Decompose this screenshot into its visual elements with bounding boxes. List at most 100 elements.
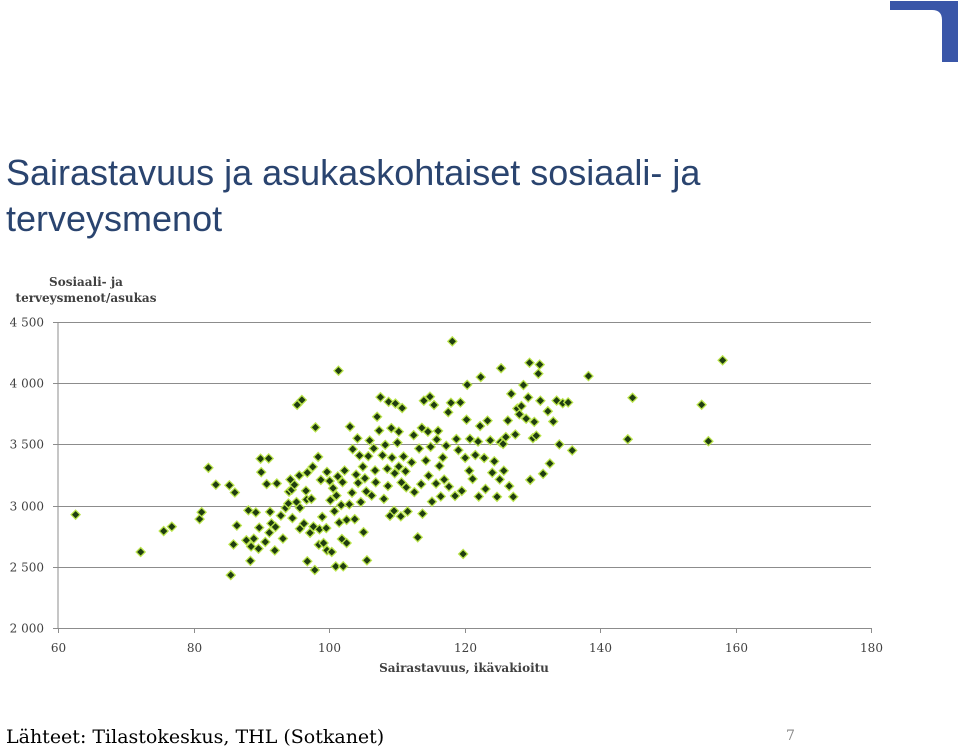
y-tick-label: 2 000 <box>10 622 44 636</box>
data-point <box>562 396 574 408</box>
data-point <box>449 490 461 502</box>
data-point <box>244 555 256 567</box>
data-point <box>327 482 339 494</box>
data-point <box>423 470 435 482</box>
data-point <box>513 408 525 420</box>
data-point <box>158 525 170 537</box>
data-point <box>375 391 386 403</box>
data-point <box>472 436 484 448</box>
data-point <box>396 402 408 414</box>
data-point <box>442 406 454 418</box>
data-point <box>507 491 519 503</box>
data-point <box>474 420 486 432</box>
data-point <box>408 429 420 441</box>
data-point <box>307 461 319 473</box>
data-point <box>362 450 374 462</box>
data-point <box>309 564 321 576</box>
data-point <box>518 379 529 391</box>
data-point <box>467 473 479 485</box>
data-point <box>310 421 321 433</box>
data-point <box>312 451 324 463</box>
data-point <box>502 415 514 426</box>
data-point <box>463 465 475 477</box>
y-axis-title-line-1: Sosiaali- ja <box>49 275 123 289</box>
y-tick-label: 3 500 <box>10 438 44 452</box>
data-point <box>196 506 208 518</box>
data-point <box>696 399 708 411</box>
data-point <box>434 460 445 472</box>
data-point <box>389 467 401 479</box>
data-point <box>354 450 365 461</box>
y-tick-labels: 2 000 2 500 3 000 3 500 4 000 4 500 <box>10 316 44 636</box>
data-point <box>450 433 462 445</box>
data-point <box>305 493 317 505</box>
data-point <box>341 537 353 549</box>
slide-title: Sairastavuus ja asukaskohtaiset sosiaali… <box>6 152 701 239</box>
data-point <box>210 479 222 491</box>
data-point <box>438 474 450 485</box>
data-point <box>166 521 178 533</box>
data-point <box>717 354 729 366</box>
data-point <box>494 473 506 485</box>
data-point <box>326 546 338 558</box>
data-point <box>422 426 434 438</box>
data-point <box>368 443 380 454</box>
x-tick-label: 100 <box>318 641 341 655</box>
data-point <box>402 506 414 517</box>
data-point <box>432 425 444 437</box>
data-point <box>389 398 401 409</box>
data-point <box>250 507 262 518</box>
data-point <box>426 496 438 508</box>
data-point <box>294 502 306 514</box>
data-point <box>332 471 344 482</box>
data-point <box>537 468 549 480</box>
data-point <box>301 555 313 567</box>
data-point <box>335 499 347 511</box>
data-point <box>475 371 487 383</box>
gridlines <box>53 322 872 633</box>
data-point <box>298 518 310 530</box>
data-point <box>329 505 340 517</box>
data-point <box>530 430 542 442</box>
data-point <box>318 537 329 549</box>
data-point <box>229 487 241 498</box>
data-point <box>253 543 264 555</box>
data-point <box>385 422 397 434</box>
data-point <box>333 517 345 529</box>
data-point <box>255 453 266 465</box>
data-point <box>289 479 300 491</box>
data-point <box>627 392 638 404</box>
data-point <box>478 452 490 464</box>
data-point <box>486 467 498 479</box>
chart-svg: Sosiaali- ja terveysmenot/asukas 2 0002 … <box>10 275 883 675</box>
data-point <box>253 522 265 534</box>
data-point <box>498 465 510 477</box>
data-point <box>347 443 359 455</box>
data-point <box>544 458 556 469</box>
data-point <box>415 478 427 490</box>
data-point <box>505 388 517 400</box>
data-point <box>300 485 312 497</box>
data-point <box>702 435 714 447</box>
data-point <box>346 487 358 499</box>
data-point <box>324 475 336 487</box>
data-point <box>264 506 276 518</box>
data-point <box>377 449 388 461</box>
data-point <box>406 456 418 468</box>
data-point <box>420 455 432 466</box>
data-point <box>491 491 503 503</box>
data-point <box>352 432 363 444</box>
data-point <box>333 365 344 377</box>
data-points <box>70 335 729 581</box>
data-point <box>455 396 466 408</box>
data-point <box>430 478 442 489</box>
data-point <box>293 470 305 481</box>
y-axis-title-line-2: terveysmenot/asukas <box>16 291 157 305</box>
data-point <box>270 521 281 533</box>
data-point <box>484 434 496 446</box>
data-point <box>520 413 532 425</box>
data-point <box>359 472 371 484</box>
data-point <box>480 483 491 495</box>
data-point <box>331 490 342 501</box>
data-point <box>452 444 464 456</box>
